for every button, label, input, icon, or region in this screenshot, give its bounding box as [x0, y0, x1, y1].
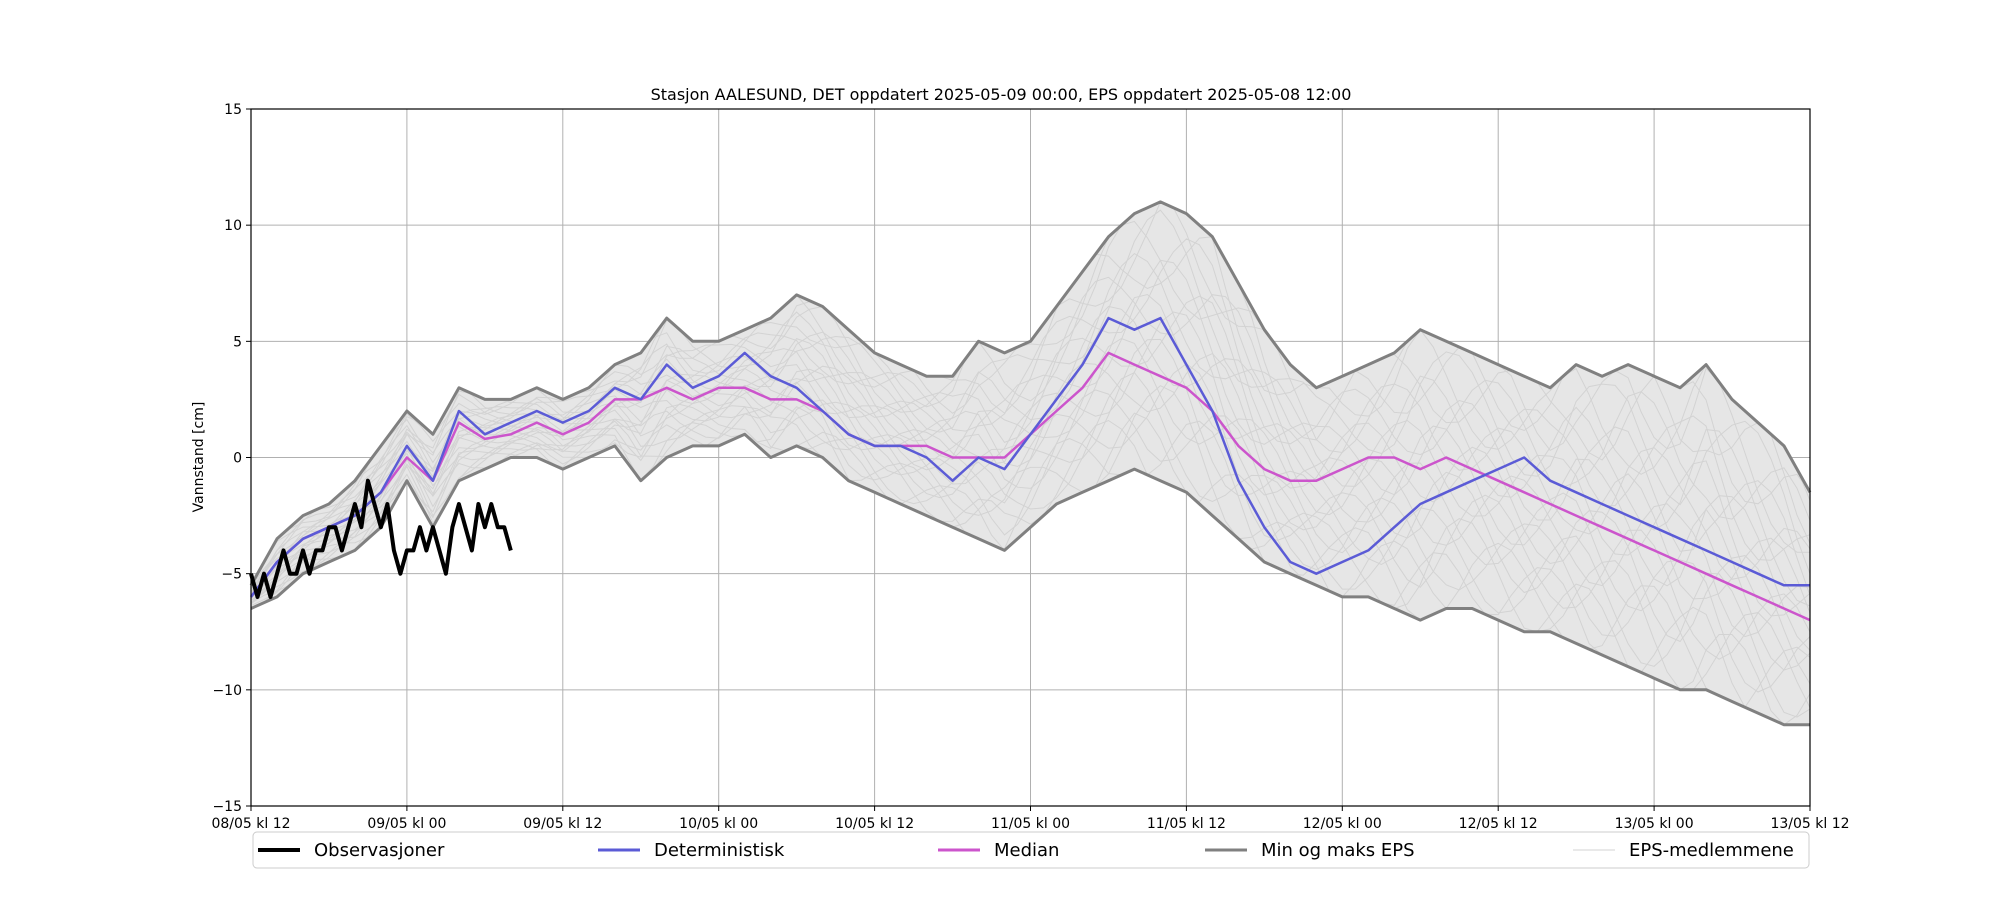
y-tick-label: 15 — [224, 102, 242, 118]
legend-frame — [252, 831, 1810, 869]
legend-label: Deterministisk — [654, 840, 785, 861]
x-tick-label: 11/05 kl 00 — [991, 816, 1070, 832]
eps-member-line — [250, 406, 1811, 708]
x-tick-label: 13/05 kl 00 — [1615, 816, 1694, 832]
eps-member-line — [250, 363, 1811, 660]
y-axis-label: Vannstand [cm] — [191, 402, 207, 513]
chart-title: Stasjon AALESUND, DET oppdatert 2025-05-… — [651, 85, 1352, 104]
eps-member-line — [250, 236, 1811, 593]
y-tick-label: −15 — [212, 799, 242, 815]
x-tick-label: 09/05 kl 00 — [367, 816, 446, 832]
eps-member-line — [250, 371, 1811, 718]
legend-entry: Deterministisk — [598, 840, 785, 861]
series-layer — [249, 200, 1812, 727]
x-axis: 08/05 kl 12 09/05 kl 00 09/05 kl 12 10/05 k… — [211, 806, 1850, 832]
legend-label: Median — [994, 840, 1059, 861]
y-tick-label: 0 — [233, 451, 242, 467]
y-tick-label: 5 — [233, 334, 242, 350]
eps-member-line — [250, 311, 1811, 614]
eps-member-line — [250, 201, 1811, 586]
plot-area — [249, 108, 1812, 807]
legend: Observasjoner Deterministisk Median Min og … — [252, 831, 1810, 869]
observations-line — [249, 478, 513, 599]
legend-label: Observasjoner — [314, 840, 445, 861]
x-tick-label: 12/05 kl 12 — [1459, 816, 1538, 832]
eps-member-line — [250, 259, 1811, 596]
legend-label: Min og maks EPS — [1261, 840, 1415, 861]
legend-entry: Min og maks EPS — [1205, 840, 1415, 861]
y-tick-label: −5 — [221, 567, 242, 583]
eps-min-line — [250, 432, 1810, 727]
legend-entry: Observasjoner — [258, 840, 445, 861]
y-tick-label: −10 — [212, 683, 242, 699]
x-tick-label: 10/05 kl 12 — [835, 816, 914, 832]
eps-member-line — [250, 305, 1811, 617]
legend-entry: EPS-medlemmene — [1573, 840, 1794, 861]
x-tick-label: 12/05 kl 00 — [1303, 816, 1382, 832]
y-tick-label: 10 — [224, 218, 242, 234]
eps-member-line — [250, 209, 1811, 588]
x-tick-label: 10/05 kl 00 — [679, 816, 758, 832]
x-tick-label: 13/05 kl 12 — [1770, 816, 1849, 832]
eps-member-line — [250, 276, 1811, 595]
legend-label: EPS-medlemmene — [1629, 840, 1794, 861]
eps-max-line — [249, 200, 1812, 587]
deterministic-line — [249, 316, 1810, 598]
y-axis: −15 −10 −5 0 5 10 15 — [212, 102, 251, 815]
x-tick-label: 09/05 kl 12 — [523, 816, 602, 832]
eps-member-line — [250, 295, 1811, 600]
eps-envelope — [251, 201, 1810, 725]
eps-member-line — [250, 338, 1811, 684]
x-tick-label: 08/05 kl 12 — [211, 816, 290, 832]
legend-entry: Median — [938, 840, 1059, 861]
x-tick-label: 11/05 kl 12 — [1147, 816, 1226, 832]
